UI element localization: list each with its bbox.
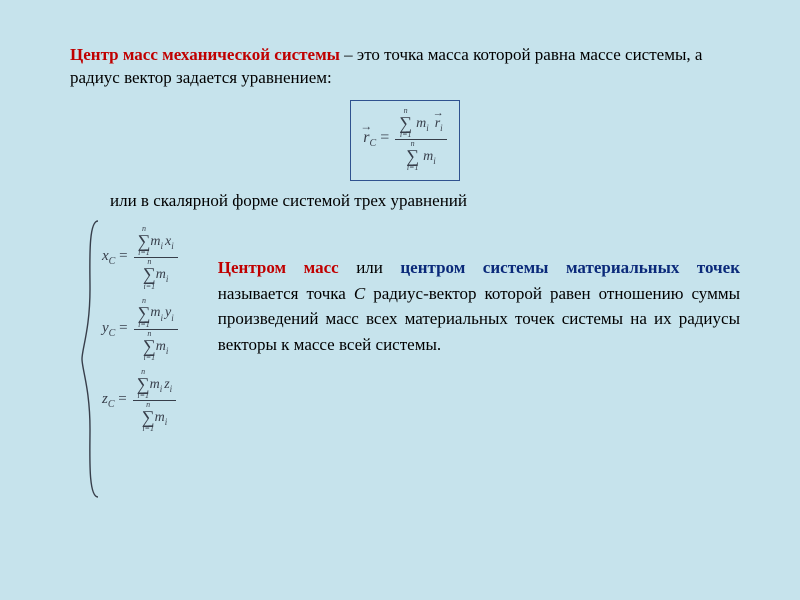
def-red: Центром масс — [218, 258, 339, 277]
equation-row: zC = n∑i=1mizin∑i=1mi — [102, 368, 178, 433]
scalar-intro: или в скалярной форме системой трех урав… — [110, 191, 740, 211]
intro-paragraph: Центр масс механической системы – это то… — [70, 44, 740, 90]
def-blue: центром системы материальных точек — [400, 258, 740, 277]
definition-paragraph: Центром масс или центром системы материа… — [218, 255, 740, 357]
curly-brace-icon — [80, 219, 102, 499]
point-name: С — [354, 284, 365, 303]
main-lhs-sub: C — [370, 139, 377, 150]
main-formula-box: →rC = n ∑ i=1 mi →ri — [350, 100, 459, 181]
equation-row: xC = n∑i=1mixin∑i=1mi — [102, 225, 178, 290]
equation-system: xC = n∑i=1mixin∑i=1mi yC = n∑i=1miyin∑i=1… — [80, 219, 178, 439]
main-fraction: n ∑ i=1 mi →ri n ∑ i=1 mi — [395, 107, 446, 172]
equation-row: yC = n∑i=1miyin∑i=1mi — [102, 297, 178, 362]
term-red: Центр масс механической системы — [70, 45, 340, 64]
